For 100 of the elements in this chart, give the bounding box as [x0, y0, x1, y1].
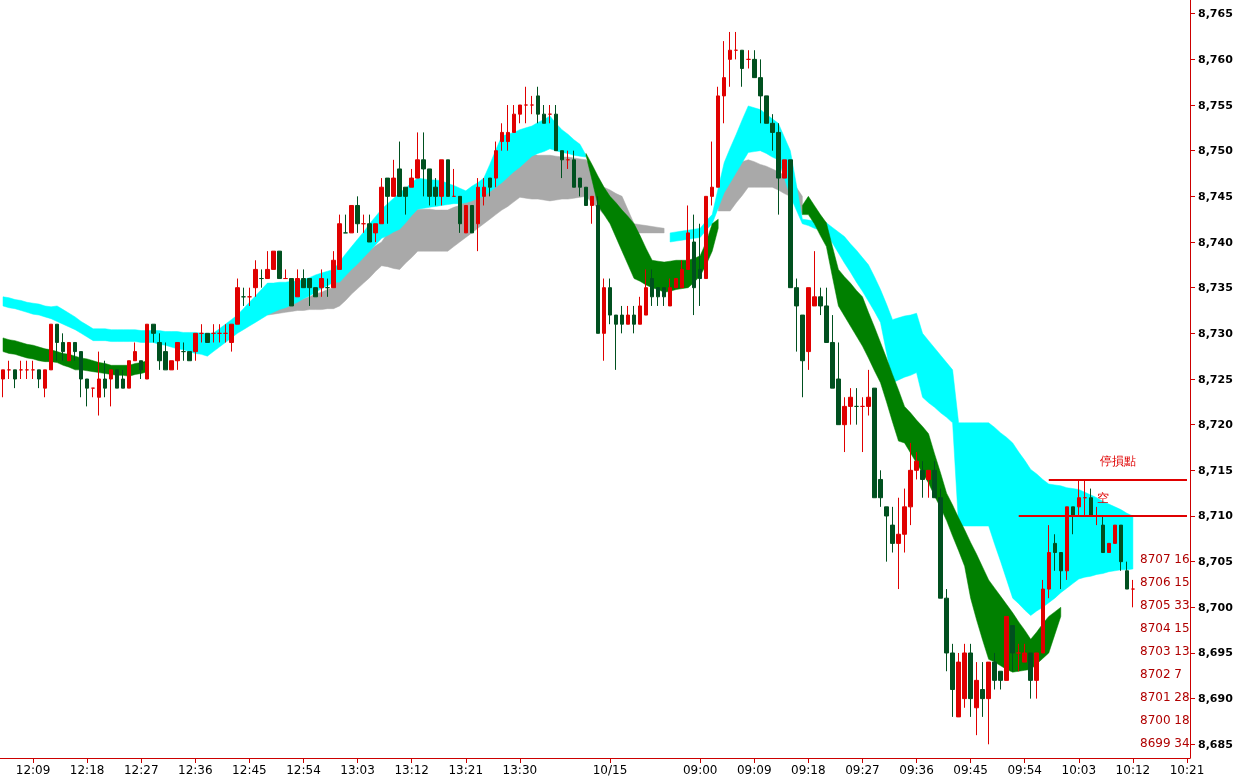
- candlestick: [536, 86, 540, 124]
- x-tick-label: 09:00: [682, 763, 718, 777]
- candlestick: [632, 305, 636, 334]
- candlestick: [1053, 533, 1057, 572]
- candlestick: [1010, 625, 1015, 672]
- candlestick: [1113, 524, 1117, 544]
- candlestick: [692, 214, 696, 316]
- candlestick: [127, 360, 131, 389]
- candlestick: [133, 341, 137, 362]
- candlestick: [7, 360, 11, 380]
- candlestick: [79, 351, 83, 398]
- candlestick: [596, 195, 600, 334]
- candlestick: [367, 214, 372, 243]
- candlestick: [1028, 652, 1033, 700]
- y-tick-label: 8,695: [1198, 646, 1233, 660]
- candlestick: [277, 250, 282, 280]
- candlestick: [722, 40, 726, 124]
- candlestick: [1107, 542, 1111, 554]
- y-tick-label: 8,765: [1198, 7, 1233, 21]
- candlestick: [470, 204, 474, 234]
- candlestick: [716, 86, 720, 188]
- ref-line-label: 空: [1096, 490, 1109, 505]
- candlestick: [890, 506, 895, 554]
- candlestick: [458, 195, 462, 234]
- y-tick-label: 8,710: [1198, 509, 1234, 523]
- candlestick: [920, 460, 925, 499]
- candlestick: [614, 314, 618, 371]
- x-tick-label: 09:09: [736, 763, 772, 777]
- candlestick: [1131, 579, 1135, 608]
- candlestick: [452, 168, 456, 197]
- x-tick-label: 09:36: [899, 763, 934, 777]
- candlestick: [103, 360, 107, 398]
- candlestick: [968, 643, 973, 718]
- x-tick-label: 10:03: [1061, 763, 1097, 777]
- candlestick: [91, 387, 95, 398]
- candlestick: [542, 104, 546, 124]
- candlestick: [734, 31, 738, 60]
- x-tick-label: 09:45: [953, 763, 988, 777]
- candlestick: [668, 278, 672, 307]
- candlestick: [446, 159, 450, 197]
- candlestick: [524, 86, 528, 124]
- candlestick: [349, 204, 354, 234]
- candlestick: [1004, 615, 1009, 681]
- candlestick: [289, 278, 294, 307]
- x-tick-label: 13:03: [340, 763, 375, 777]
- candlestick: [572, 150, 576, 188]
- candlestick: [295, 268, 300, 298]
- candlestick: [145, 323, 149, 380]
- candlestick: [512, 104, 516, 133]
- candlestick: [650, 268, 654, 307]
- annotation: 8701 28: [1140, 690, 1190, 704]
- y-tick-label: 8,685: [1198, 737, 1233, 751]
- candlestick: [740, 49, 744, 88]
- x-tick-label: 12:27: [123, 763, 159, 777]
- x-tick-label: 12:54: [286, 763, 321, 777]
- candlestick: [31, 360, 35, 380]
- x-tick-label: 12:45: [232, 763, 267, 777]
- candlestick: [193, 332, 198, 362]
- ref-line-label: 停損點: [1099, 454, 1136, 469]
- annotation: 8706 15: [1140, 575, 1190, 589]
- candlestick: [109, 369, 113, 407]
- candlestick: [1, 369, 5, 398]
- candlestick: [1041, 579, 1045, 654]
- candlestick: [548, 104, 552, 124]
- candlestick: [139, 360, 143, 380]
- candlestick: [121, 369, 125, 389]
- x-tick-label: 12:18: [69, 763, 105, 777]
- candlestick: [1059, 552, 1063, 590]
- candlestick: [554, 104, 558, 152]
- candlestick: [680, 259, 684, 289]
- x-tick-label: 13:30: [502, 763, 538, 777]
- y-tick-label: 8,760: [1198, 52, 1234, 66]
- candlestick: [626, 305, 630, 325]
- x-tick-label: 09:27: [845, 763, 880, 777]
- candlestick: [211, 323, 216, 343]
- y-tick-label: 8,740: [1198, 235, 1234, 249]
- candlestick: [926, 469, 931, 499]
- candlestick: [854, 387, 859, 426]
- candlestick: [37, 369, 41, 389]
- candlestick: [325, 278, 330, 298]
- candlestick: [43, 369, 47, 398]
- candlestick: [530, 95, 534, 115]
- candlestick: [319, 268, 324, 298]
- annotation: 8707 16: [1140, 552, 1190, 566]
- candlestick: [494, 141, 498, 188]
- candlestick: [980, 661, 985, 718]
- candlestick: [439, 159, 444, 206]
- x-tick-label: 09:54: [1007, 763, 1043, 777]
- candlestick: [482, 177, 486, 206]
- candlestick: [361, 214, 366, 234]
- candlestick: [1119, 524, 1123, 572]
- candlestick: [590, 195, 594, 225]
- candlestick: [391, 159, 396, 197]
- annotation: 8705 33: [1140, 598, 1190, 612]
- x-tick-label: 10/15: [592, 763, 628, 777]
- candlestick: [1047, 524, 1051, 599]
- candlestick: [151, 323, 156, 343]
- candlestick: [55, 323, 59, 362]
- y-tick-label: 8,735: [1198, 281, 1233, 295]
- candlestick: [61, 332, 65, 362]
